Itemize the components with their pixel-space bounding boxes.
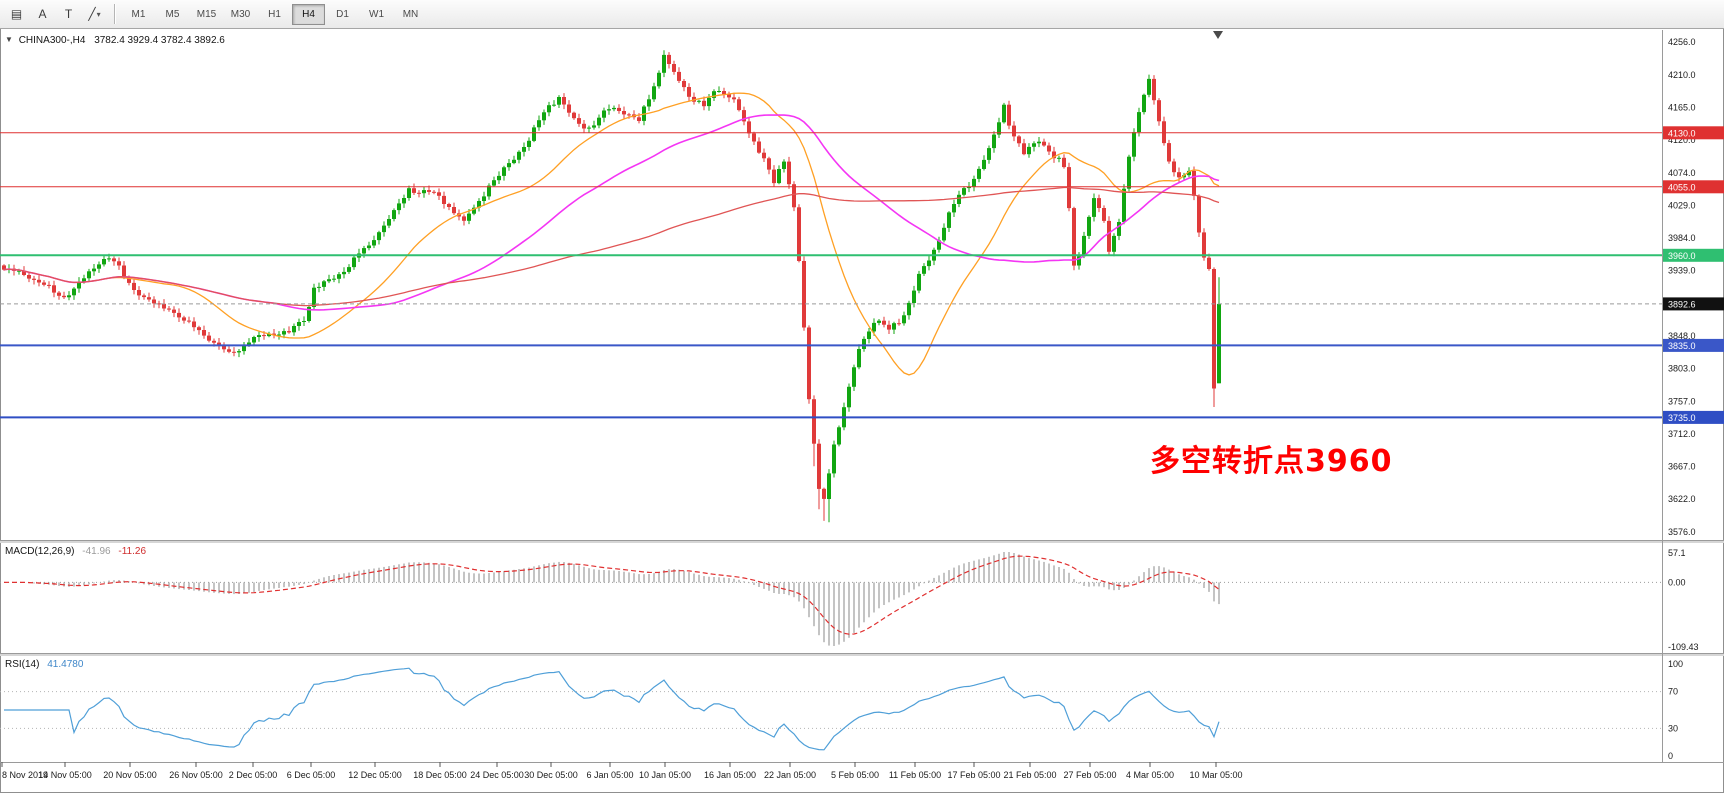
- svg-text:16 Jan 05:00: 16 Jan 05:00: [704, 770, 756, 780]
- symbol-title: ▼ CHINA300-,H4 3782.4 3929.4 3782.4 3892…: [5, 35, 225, 46]
- svg-text:4 Mar 05:00: 4 Mar 05:00: [1126, 770, 1174, 780]
- svg-text:26 Nov 05:00: 26 Nov 05:00: [169, 770, 223, 780]
- svg-text:100: 100: [1668, 659, 1683, 669]
- svg-text:4130.0: 4130.0: [1668, 128, 1696, 138]
- timeframe-button-m1[interactable]: M1: [131, 8, 146, 20]
- symbol-ohlc-values: 3782.4 3929.4 3782.4 3892.6: [94, 35, 225, 46]
- macd-panel: 57.1 0.00 -109.43: [0, 548, 1699, 652]
- macd-indicator-label: MACD(12,26,9) -41.96 -11.26: [5, 546, 146, 557]
- svg-text:3622.0: 3622.0: [1668, 494, 1696, 504]
- svg-text:-109.43: -109.43: [1668, 642, 1699, 652]
- timeframe-button-mn[interactable]: MN: [402, 8, 419, 20]
- svg-text:3984.0: 3984.0: [1668, 233, 1696, 243]
- text-tool-icon[interactable]: T: [64, 7, 73, 21]
- chart-window-icon[interactable]: ▤: [10, 7, 23, 21]
- svg-text:20 Nov 05:00: 20 Nov 05:00: [103, 770, 157, 780]
- svg-text:3576.0: 3576.0: [1668, 527, 1696, 537]
- svg-text:57.1: 57.1: [1668, 548, 1686, 558]
- price-axis: 4256.0 4210.0 4165.0 4120.0 4074.0 4029.0 3984…: [1668, 37, 1696, 537]
- macd-title: MACD(12,26,9): [5, 546, 75, 557]
- toolbar-separator: [114, 4, 116, 24]
- svg-text:3667.0: 3667.0: [1668, 461, 1696, 471]
- svg-text:8 Nov 2019: 8 Nov 2019: [2, 770, 48, 780]
- symbol-dropdown-icon[interactable]: ▼: [5, 35, 13, 44]
- macd-main-value: -41.96: [82, 546, 111, 557]
- svg-text:3735.0: 3735.0: [1668, 413, 1696, 423]
- symbol-name: CHINA300-,H4: [18, 35, 86, 46]
- svg-text:3712.0: 3712.0: [1668, 429, 1696, 439]
- svg-text:14 Nov 05:00: 14 Nov 05:00: [38, 770, 92, 780]
- svg-text:3803.0: 3803.0: [1668, 363, 1696, 373]
- svg-text:3848.0: 3848.0: [1668, 331, 1696, 341]
- timeframe-button-m5[interactable]: M5: [165, 8, 180, 20]
- chart-annotation-text: 多空转折点3960: [1150, 444, 1393, 479]
- svg-text:4256.0: 4256.0: [1668, 37, 1696, 47]
- svg-text:11 Feb 05:00: 11 Feb 05:00: [889, 770, 941, 780]
- timeframe-button-d1[interactable]: D1: [336, 8, 349, 20]
- horizontal-levels-layer: 4130.0 4055.0 3960.0 3892.6 3835.0 3735.0: [0, 31, 1724, 424]
- svg-text:4074.0: 4074.0: [1668, 168, 1696, 178]
- toolbar-icons: ▤ A T ╱ ▾: [4, 3, 108, 26]
- svg-text:4120.0: 4120.0: [1668, 135, 1696, 145]
- panel-frames: [0, 30, 1724, 763]
- svg-text:4055.0: 4055.0: [1668, 182, 1696, 192]
- svg-text:6 Dec 05:00: 6 Dec 05:00: [287, 770, 336, 780]
- draw-tools-icon[interactable]: ╱ ▾: [88, 7, 101, 21]
- timeframe-button-h4[interactable]: H4: [292, 3, 325, 25]
- svg-text:3960.0: 3960.0: [1668, 251, 1696, 261]
- svg-text:12 Dec 05:00: 12 Dec 05:00: [348, 770, 402, 780]
- timeframe-button-m15[interactable]: M15: [196, 8, 217, 20]
- svg-text:3757.0: 3757.0: [1668, 397, 1696, 407]
- rsi-value: 41.4780: [47, 659, 84, 670]
- svg-text:4165.0: 4165.0: [1668, 103, 1696, 113]
- svg-text:4210.0: 4210.0: [1668, 70, 1696, 80]
- timeframe-buttons: M1 M5 M15 M30 H1 H4 D1 W1 MN: [122, 3, 428, 25]
- svg-text:4029.0: 4029.0: [1668, 201, 1696, 211]
- svg-text:3939.0: 3939.0: [1668, 265, 1696, 275]
- svg-text:3892.6: 3892.6: [1668, 299, 1696, 309]
- svg-text:10 Jan 05:00: 10 Jan 05:00: [639, 770, 691, 780]
- svg-text:18 Dec 05:00: 18 Dec 05:00: [413, 770, 467, 780]
- svg-text:30: 30: [1668, 723, 1678, 733]
- rsi-indicator-label: RSI(14) 41.4780: [5, 659, 83, 670]
- svg-text:70: 70: [1668, 687, 1678, 697]
- svg-text:3835.0: 3835.0: [1668, 341, 1696, 351]
- moving-averages-layer: [3, 92, 1220, 376]
- svg-text:5 Feb 05:00: 5 Feb 05:00: [831, 770, 879, 780]
- candles-layer: [2, 50, 1221, 523]
- svg-text:27 Feb 05:00: 27 Feb 05:00: [1063, 770, 1116, 780]
- dropdown-caret-icon: ▾: [96, 9, 101, 19]
- timeframe-button-w1[interactable]: W1: [369, 8, 384, 20]
- toolbar: ▤ A T ╱ ▾ M1 M5 M15 M30 H1 H4 D1 W1 MN: [0, 0, 1724, 29]
- svg-text:10 Mar 05:00: 10 Mar 05:00: [1189, 770, 1242, 780]
- timeframe-button-h1[interactable]: H1: [268, 8, 281, 20]
- rsi-panel: 100 70 30 0: [0, 659, 1683, 761]
- cursor-tool-icon[interactable]: A: [38, 7, 47, 21]
- svg-text:6 Jan 05:00: 6 Jan 05:00: [586, 770, 633, 780]
- svg-text:0.00: 0.00: [1668, 577, 1686, 587]
- timeframe-button-m30[interactable]: M30: [230, 8, 251, 20]
- svg-text:30 Dec 05:00: 30 Dec 05:00: [524, 770, 578, 780]
- svg-text:21 Feb 05:00: 21 Feb 05:00: [1003, 770, 1056, 780]
- rsi-title: RSI(14): [5, 659, 40, 670]
- svg-text:24 Dec 05:00: 24 Dec 05:00: [470, 770, 524, 780]
- svg-text:17 Feb 05:00: 17 Feb 05:00: [947, 770, 1000, 780]
- svg-text:0: 0: [1668, 751, 1673, 761]
- svg-text:22 Jan 05:00: 22 Jan 05:00: [764, 770, 816, 780]
- svg-text:2 Dec 05:00: 2 Dec 05:00: [229, 770, 278, 780]
- macd-signal-value: -11.26: [118, 546, 147, 557]
